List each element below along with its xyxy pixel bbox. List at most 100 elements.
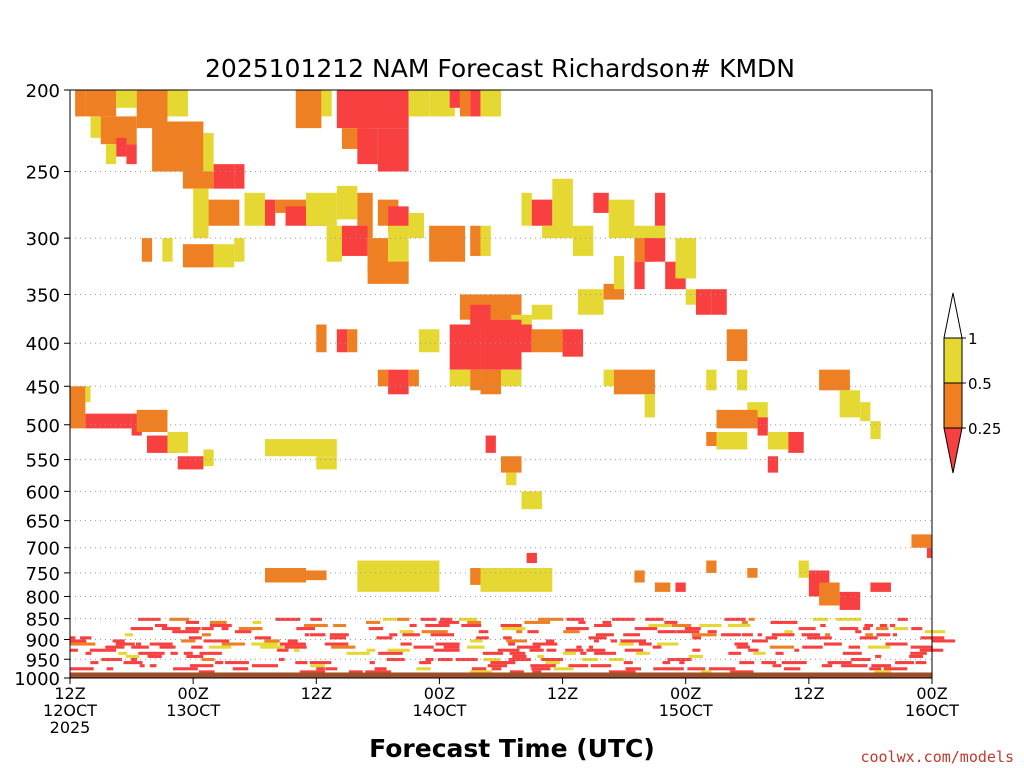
ri-cell-62 [654,192,666,226]
bl-streak [251,664,278,668]
bl-streak [264,639,280,643]
bl-streak [310,617,323,621]
bl-streak [159,645,176,649]
bl-streak [202,633,211,637]
bl-streak [421,630,448,634]
ri-cell-95 [603,369,614,387]
ri-cell-122 [706,431,717,447]
bl-streak [652,645,662,649]
bl-streak [662,661,671,665]
bl-streak [798,627,816,631]
bl-streak [839,627,859,631]
bl-streak [530,664,556,668]
ri-cell-21 [306,192,337,226]
ri-cell-48 [162,238,173,262]
ri-cell-104 [860,402,871,422]
ri-cell-55 [542,225,568,239]
bl-streak [232,667,249,671]
bl-streak [203,639,230,643]
bl-streak [594,623,612,628]
bl-streak [724,617,746,621]
ri-cell-91 [316,324,327,353]
bl-streak [529,648,544,652]
bl-streak [503,636,512,640]
bl-streak [324,642,349,646]
ri-cell-84 [377,369,389,387]
bl-streak [590,664,612,668]
bl-streak [532,670,542,674]
bl-streak [865,633,873,637]
ri-cell-42 [388,225,409,268]
colorbar-legend: 1 0.5 0.25 [943,292,1001,474]
ri-cell-50 [213,244,235,268]
bl-streak [516,645,541,649]
bl-streak [516,630,523,634]
ri-cell-102 [819,369,850,391]
ri-cell-125 [788,431,804,453]
bl-streak [376,636,393,640]
ri-cell-145 [926,547,932,558]
ri-cell-142 [839,591,861,610]
bl-streak [254,636,271,640]
ri-cell-124 [767,431,789,450]
bl-streak [883,667,908,671]
bl-streak [331,645,356,649]
ri-cell-9 [105,144,117,165]
bl-streak [602,620,612,624]
ri-cell-61 [644,238,666,262]
bl-streak [154,623,168,628]
ri-cell-64 [685,289,696,305]
bl-streak [541,657,563,662]
bl-streak [400,642,412,646]
bl-streak [707,630,717,634]
ri-cell-138 [747,567,758,578]
y-tick-label: 500 [26,416,60,437]
x-tick-label: 13OCT [166,701,220,720]
bl-streak [867,645,891,649]
legend-swatch-high [943,337,963,384]
ri-cell-75 [470,304,491,325]
bl-streak [783,667,801,671]
bl-streak [435,642,460,646]
bl-streak [859,636,878,640]
bl-streak [221,627,229,631]
bl-streak [467,620,482,624]
bl-streak [221,642,246,646]
bl-streak [115,642,135,646]
bl-streak [609,657,624,662]
bl-streak [430,633,455,637]
x-tick-label: 00Z [670,684,701,703]
bl-streak [784,620,798,624]
ri-cell-7 [116,137,127,157]
bl-streak [433,648,460,652]
ri-cell-112 [167,431,189,453]
bl-streak [185,620,200,624]
ri-cell-34 [336,185,358,220]
bl-streak [875,627,889,631]
bl-streak [118,651,128,655]
ri-cell-114 [203,449,214,467]
ri-cell-38 [408,212,425,239]
y-tick-label: 750 [26,564,60,585]
bl-streak [869,667,882,671]
y-axis-ticks: 200 250 300 350 400 450 500 550 600 650 700 7508008… [14,81,70,690]
chart-title: 2025101212 NAM Forecast Richardson# KMDN [205,54,795,83]
bl-streak [333,623,347,628]
ri-cell-80 [521,324,532,353]
bl-streak [419,661,431,665]
bl-streak [531,667,551,671]
ri-cell-51 [234,238,245,262]
ri-cell-57 [593,192,609,213]
bl-streak [588,636,607,640]
ri-cell-116 [316,456,337,470]
bl-streak [186,654,204,658]
bl-streak [438,620,460,624]
x-tick-label: 2025 [50,718,91,737]
ri-cell-67 [675,238,696,279]
bl-streak [500,623,522,628]
bl-streak [807,636,832,640]
y-tick-label: 700 [26,539,60,560]
bl-streak [771,633,795,637]
bl-streak [565,627,589,631]
ri-cell-10 [152,121,204,172]
